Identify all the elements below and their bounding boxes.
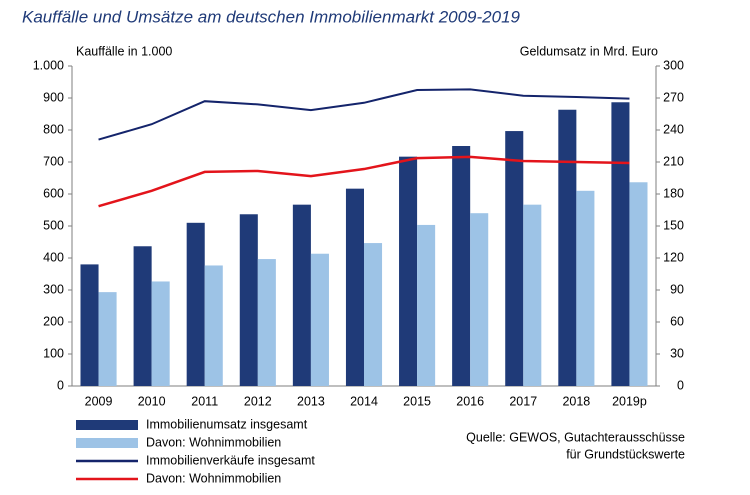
y-tick-label: 600 [43,186,64,200]
legend-swatch [76,420,138,430]
x-tick-label: 2016 [456,394,484,408]
chart-title: Kauffälle und Umsätze am deutschen Immob… [22,7,521,26]
bar [292,204,311,386]
y2-tick-label: 240 [663,122,684,136]
y-tick-label: 900 [43,90,64,104]
y2-tick-label: 300 [663,58,684,72]
bar [345,188,364,386]
legend-label: Davon: Wohnimmobilien [146,471,281,485]
source: Quelle: GEWOS, Gutachterausschüsse [466,430,685,444]
bar [399,156,418,386]
legend-label: Immobilienverkäufe insgesamt [146,453,315,467]
x-tick-label: 2013 [297,394,325,408]
bar [239,214,258,386]
x-tick-label: 2009 [85,394,113,408]
y-tick-label: 300 [43,282,64,296]
bar [98,292,117,386]
bar [558,109,577,386]
y-tick-label: 200 [43,314,64,328]
y2-tick-label: 60 [670,314,684,328]
x-tick-label: 2012 [244,394,272,408]
y2-tick-label: 90 [670,282,684,296]
x-tick-label: 2015 [403,394,431,408]
y-tick-label: 1.000 [33,58,64,72]
y-tick-label: 700 [43,154,64,168]
y2-tick-label: 150 [663,218,684,232]
x-tick-label: 2019p [612,394,647,408]
bar [133,246,152,386]
x-tick-label: 2010 [138,394,166,408]
x-tick-label: 2014 [350,394,378,408]
bar [364,243,383,386]
bar [257,259,276,386]
bar [576,190,595,386]
bar [629,182,648,386]
y-tick-label: 500 [43,218,64,232]
bar [151,281,170,386]
bar [611,102,630,387]
y-tick-label: 800 [43,122,64,136]
line [98,88,630,141]
legend-swatch [76,438,138,448]
y-tick-label: 100 [43,346,64,360]
x-tick-label: 2017 [509,394,537,408]
bar [452,146,471,386]
bar [505,131,524,386]
y-tick-label: 0 [57,378,64,392]
bar [80,264,99,386]
y2-tick-label: 30 [670,346,684,360]
legend-label: Davon: Wohnimmobilien [146,435,281,449]
x-tick-label: 2018 [562,394,590,408]
y-tick-label: 400 [43,250,64,264]
bar [470,213,489,386]
legend-label: Immobilienumsatz insgesamt [146,417,308,431]
line [98,155,630,208]
x-tick-label: 2011 [191,394,218,408]
bar [523,204,542,386]
bar [310,253,329,386]
y2-tick-label: 270 [663,90,684,104]
y2-tick-label: 180 [663,186,684,200]
source: für Grundstückswerte [566,447,685,461]
bar [186,222,205,386]
bar [204,265,223,386]
y-axis-label: Kauffälle in 1.000 [76,44,172,58]
y2-axis-label: Geldumsatz in Mrd. Euro [520,44,658,58]
y2-tick-label: 210 [663,154,684,168]
bar [417,224,436,386]
y2-tick-label: 120 [663,250,684,264]
y2-tick-label: 0 [677,378,684,392]
